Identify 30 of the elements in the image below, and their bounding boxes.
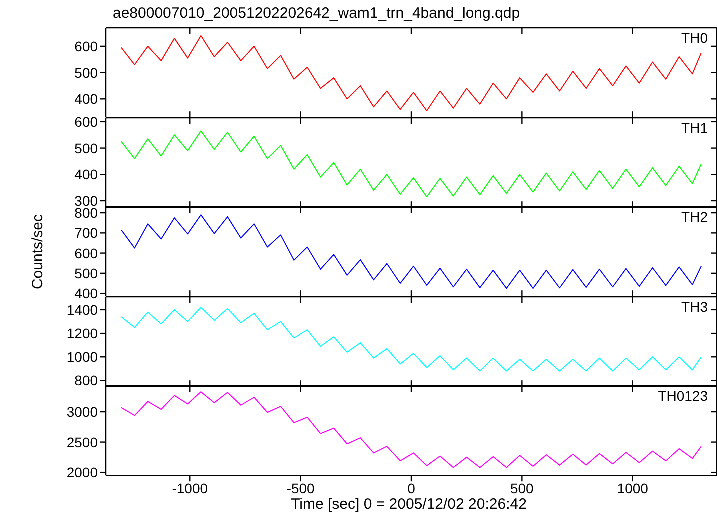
y-axis-title: Counts/sec — [30, 214, 46, 290]
y-tick-label: 700 — [74, 225, 98, 242]
y-tick-label: 600 — [74, 38, 98, 54]
y-tick-label: 1200 — [66, 325, 98, 342]
y-tick-label: 1400 — [66, 302, 98, 318]
y-tick-label: 2500 — [66, 434, 98, 451]
x-tick-label: -1000 — [172, 480, 208, 497]
y-tick-label: 600 — [74, 245, 98, 262]
y-tick-label: 800 — [74, 372, 98, 388]
x-axis-title: Time [sec] 0 = 2005/12/02 20:26:42 — [291, 496, 527, 513]
text: TH0123 — [658, 388, 708, 404]
text: TH1 — [682, 120, 708, 136]
y-tick-label: 2000 — [66, 464, 98, 481]
y-tick-label: 400 — [74, 286, 98, 302]
y-tick-label: 400 — [74, 166, 98, 182]
chart-title: ae800007010_20051202202642_wam1_trn_4band_long.qdp — [113, 5, 520, 22]
y-tick-label: 600 — [74, 114, 98, 130]
series-label: TH0 — [682, 30, 708, 46]
x-tick-label: 1000 — [617, 480, 649, 497]
y-tick-label: 500 — [74, 140, 98, 156]
y-tick-label: 3000 — [66, 404, 98, 420]
text: TH2 — [682, 209, 708, 226]
y-tick-label: 500 — [74, 64, 98, 81]
text: TH3 — [682, 298, 708, 315]
y-tick-label: 1000 — [66, 348, 98, 365]
x-tick-label: 0 — [408, 480, 416, 497]
x-tick-label: 500 — [510, 480, 534, 497]
y-tick-label: 500 — [74, 266, 98, 282]
y-tick-label: 400 — [74, 91, 98, 108]
x-tick-label: -500 — [286, 480, 316, 497]
